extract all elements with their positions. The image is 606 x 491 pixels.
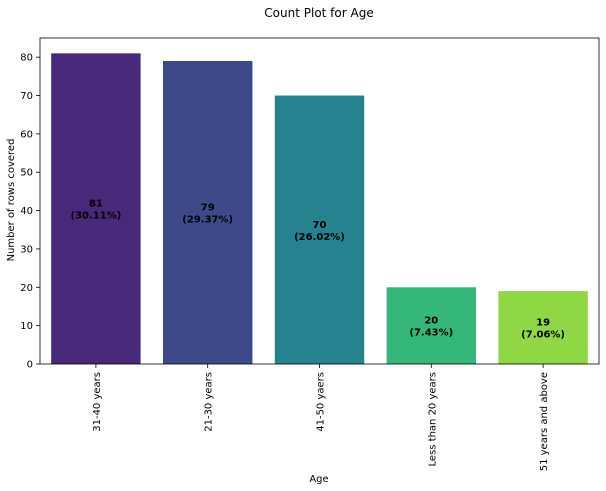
bar-value-label: 79 (201, 203, 215, 214)
bar-5 (498, 291, 588, 364)
x-tick-label: Less than 20 years (427, 372, 438, 466)
x-tick-label: 51 years and above (539, 372, 550, 471)
bar-percent-label: (29.37%) (182, 215, 233, 226)
bar-value-label: 70 (313, 220, 327, 231)
y-tick-label: 10 (20, 321, 33, 332)
x-tick-label: 31-40 years (92, 372, 103, 432)
bar-value-label: 19 (536, 318, 550, 329)
bars-layer (51, 53, 588, 364)
y-tick-label: 70 (20, 91, 33, 102)
bar-value-label: 81 (89, 199, 103, 210)
bar-1 (51, 53, 141, 364)
bar-2 (162, 61, 253, 364)
x-axis-label: Age (309, 474, 328, 485)
y-tick-label: 20 (20, 283, 33, 294)
bar-percent-label: (7.43%) (409, 328, 453, 339)
y-axis: 0 10 20 30 40 50 60 70 80 (20, 53, 40, 371)
bar-percent-label: (30.11%) (71, 211, 122, 222)
y-tick-label: 60 (20, 129, 33, 140)
bar-4 (386, 287, 477, 364)
y-tick-label: 50 (20, 168, 33, 179)
bar-labels-layer: 81(30.11%) 79(29.37%) 70(26.02%) 20(7.43%) 1… (71, 199, 566, 341)
y-tick-label: 30 (20, 244, 33, 255)
bar-percent-label: (7.06%) (521, 330, 565, 341)
y-tick-label: 40 (20, 206, 33, 217)
y-tick-label: 80 (20, 53, 33, 64)
x-tick-label: 41-50 yaers (316, 372, 327, 432)
y-tick-label: 0 (27, 360, 33, 371)
x-tick-label: 21-30 years (204, 372, 215, 432)
bar-percent-label: (26.02%) (294, 232, 345, 243)
bar-value-label: 20 (424, 316, 438, 327)
y-axis-label: Number of rows covered (6, 139, 17, 262)
bar-3 (274, 95, 365, 364)
chart-title: Count Plot for Age (264, 6, 373, 20)
x-axis: 31-40 years 21-30 years 41-50 yaers Less th… (92, 364, 550, 471)
